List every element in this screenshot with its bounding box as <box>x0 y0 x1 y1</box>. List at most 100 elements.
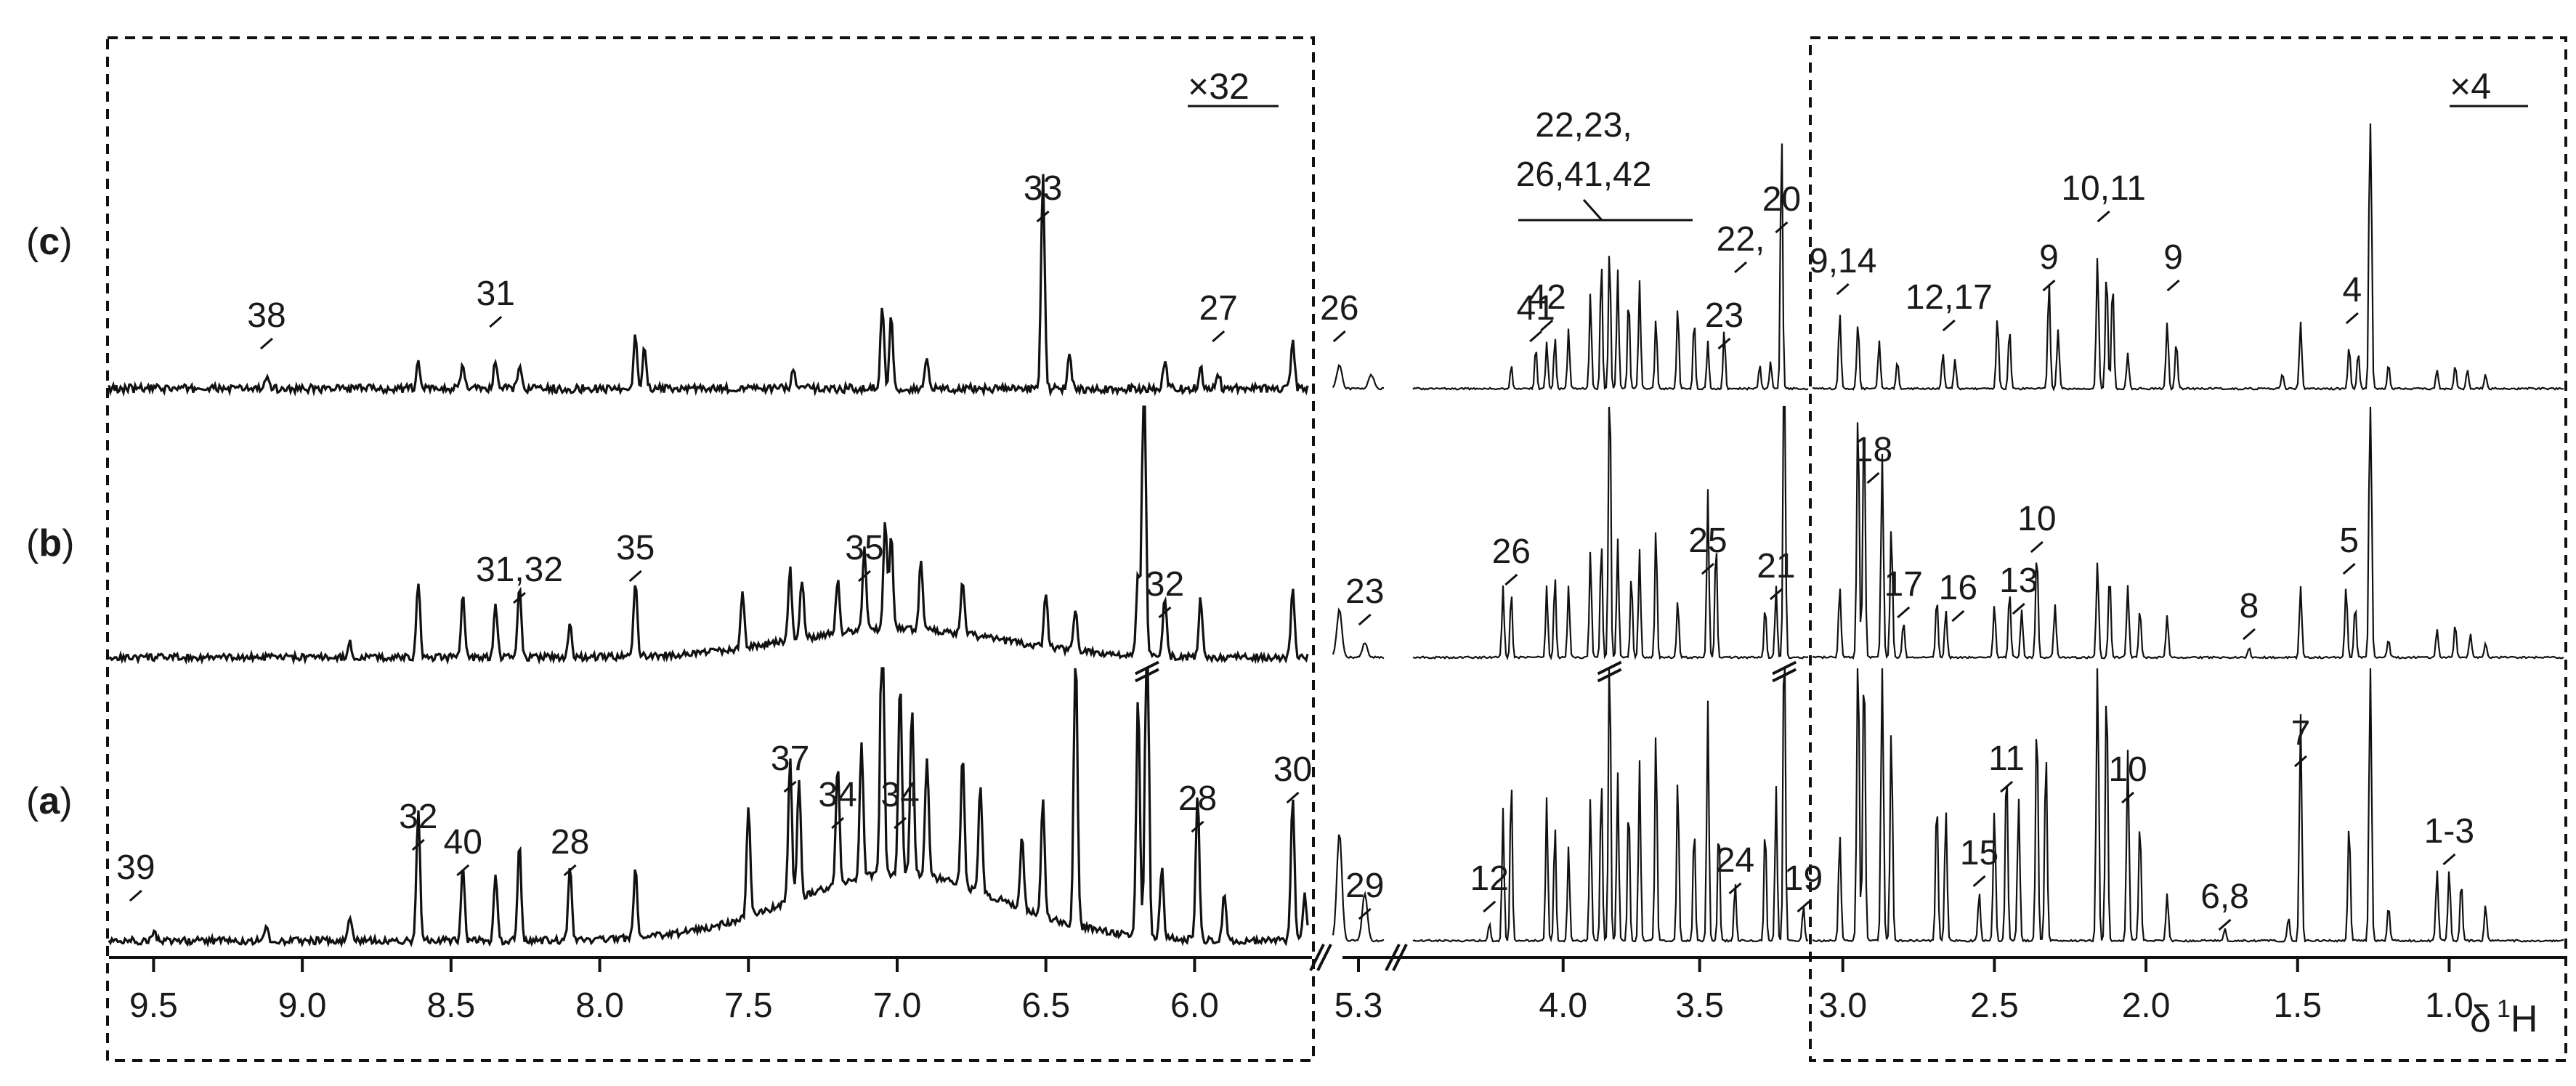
svg-text:×32: ×32 <box>1188 66 1249 107</box>
peak-pointer <box>2042 279 2056 292</box>
spectra <box>108 123 2564 949</box>
peak-pointer <box>129 889 142 902</box>
x-tick-label: 3.5 <box>1675 986 1724 1025</box>
spectrum-trace-a <box>1332 834 1385 943</box>
spectrum-trace-b <box>1332 607 1385 660</box>
peak-label: 39 <box>116 848 155 887</box>
peak-label: 22, <box>1717 220 1765 259</box>
peak-label: 26 <box>1320 289 1358 328</box>
x-tick-label: 6.0 <box>1170 986 1219 1025</box>
spectrum-trace-c <box>1812 123 2564 392</box>
spectrum-trace-a <box>1812 668 2564 943</box>
peak-label: 31,32 <box>476 551 563 589</box>
peak-label: 31 <box>477 275 515 313</box>
peak-label: 9,14 <box>1809 242 1876 280</box>
peak-pointer <box>1769 588 1783 601</box>
x-tick-label: 9.5 <box>129 986 178 1025</box>
peak-pointer <box>1717 337 1731 350</box>
row-label-b: (b) <box>26 522 74 564</box>
spectrum-trace-c <box>1412 143 1809 391</box>
axis-break-right <box>1385 944 1408 971</box>
peak-pointer <box>2030 540 2044 554</box>
peak-pointer <box>1951 609 1965 623</box>
peak-pointer <box>1504 573 1518 586</box>
peak-label: 6,8 <box>2200 878 2249 916</box>
peak-pointer <box>1286 791 1300 804</box>
svg-text:22,23,: 22,23, <box>1535 106 1632 145</box>
peak-label: 21 <box>1757 547 1795 585</box>
spectrum-trace-c <box>108 174 1309 397</box>
peak-label: 26 <box>1492 532 1531 571</box>
peak-label: 37 <box>771 739 809 778</box>
peak-label: 34 <box>818 776 856 814</box>
peak-pointer <box>857 570 871 583</box>
peak-label: 23 <box>1705 296 1743 335</box>
peak-label: 41 <box>1516 289 1555 328</box>
peak-pointer <box>831 816 845 830</box>
peak-label: 4 <box>2343 271 2362 309</box>
peak-label: 34 <box>880 776 919 814</box>
peak-pointer <box>1358 907 1372 920</box>
peak-pointer <box>563 864 577 877</box>
peak-label: 24 <box>1716 841 1754 880</box>
x-axis-title: δ 1H <box>2470 995 2537 1040</box>
peak-pointer <box>1529 330 1543 343</box>
peak-label: 9 <box>2163 238 2183 277</box>
peak-pointer <box>1701 562 1714 575</box>
peak-label: 29 <box>1345 867 1384 905</box>
peak-pointer <box>1836 283 1850 296</box>
peak-label: 15 <box>1960 834 1998 872</box>
spectrum-trace-a <box>108 667 1309 949</box>
peak-label: 25 <box>1688 522 1727 560</box>
x-tick-label: 1.5 <box>2273 986 2322 1025</box>
annotation-c-multi: 22,23, 26,41,42 <box>1516 106 1693 222</box>
peak-label: 10 <box>2108 750 2147 789</box>
peak-break-mark <box>1597 668 1622 683</box>
peak-pointer <box>2293 755 2307 768</box>
peak-label: 35 <box>845 529 883 567</box>
peak-break-mark <box>1135 660 1159 676</box>
x-tick-label: 8.0 <box>575 986 624 1025</box>
peak-pointer <box>1540 319 1554 332</box>
peak-label: 9 <box>2039 238 2059 277</box>
peak-pointer <box>1036 210 1050 223</box>
peak-label: 1-3 <box>2424 812 2474 851</box>
peak-label: 35 <box>616 529 655 567</box>
peak-label: 38 <box>247 296 285 335</box>
peak-pointer <box>1212 330 1226 343</box>
peak-pointer <box>2442 853 2456 866</box>
row-label-a: (a) <box>26 780 73 822</box>
peak-pointer <box>2218 918 2232 931</box>
peak-pointer <box>1797 900 1810 913</box>
peak-pointer <box>2012 602 2025 615</box>
peak-pointer <box>1972 875 1986 888</box>
peak-break-mark <box>1772 660 1797 676</box>
peak-label: 20 <box>1762 180 1801 219</box>
spectrum-trace-c <box>1332 364 1385 391</box>
peak-pointer <box>1158 606 1172 619</box>
svg-text:×4: ×4 <box>2450 66 2491 107</box>
spectrum-trace-a <box>1412 668 1809 943</box>
x-axis-ticks: 9.5 9.0 8.5 8.0 7.5 7.0 6.5 6.0 5.3 4.0 3.5 3.0 2.5 2… <box>129 957 2474 1025</box>
scale-box-right <box>1809 36 2567 1062</box>
spectrum-trace-b <box>108 405 1309 665</box>
spectrum-trace-b <box>1812 406 2564 660</box>
peak-pointer <box>1734 261 1748 274</box>
peak-pointer <box>894 816 907 830</box>
peak-pointer <box>1483 900 1496 913</box>
peak-pointer <box>1866 471 1880 485</box>
peak-label: 18 <box>1854 431 1892 469</box>
peak-label: 12,17 <box>1905 278 1993 317</box>
peak-pointer <box>1728 882 1742 895</box>
x-tick-label: 7.0 <box>873 986 922 1025</box>
peak-label: 30 <box>1273 750 1312 789</box>
peak-label: 42 <box>1527 278 1566 317</box>
peak-pointer <box>2342 562 2356 575</box>
peak-pointer <box>2166 279 2180 292</box>
peak-pointer <box>783 780 797 793</box>
peak-break-mark <box>1597 660 1622 676</box>
peak-label: 33 <box>1024 169 1062 208</box>
peak-label: 19 <box>1784 859 1823 898</box>
x-tick-label: 7.5 <box>724 986 773 1025</box>
